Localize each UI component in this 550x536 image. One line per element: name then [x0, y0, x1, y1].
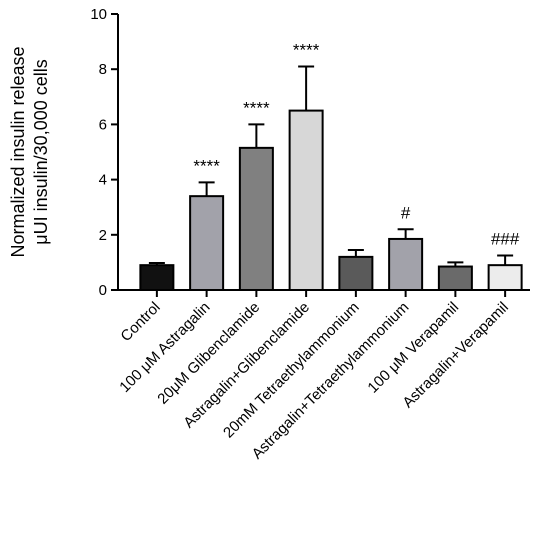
bar-4 — [338, 255, 374, 292]
category-label-6: 100 μM Verapamil — [364, 299, 462, 397]
y-axis-title-line-2: μUI insulin/30,000 cells — [31, 59, 51, 244]
y-tick-label-2: 4 — [99, 172, 107, 189]
y-axis-title-line-1: Normalized insulin release — [8, 46, 28, 257]
y-axis-title: Normalized insulin release μUI insulin/3… — [8, 46, 51, 257]
category-label-0: Control — [117, 299, 163, 345]
bar-0 — [139, 264, 175, 292]
bar-2 — [238, 146, 274, 291]
bar-7 — [487, 264, 523, 292]
bar-1 — [189, 195, 225, 291]
category-label-1: 100 μM Astragalin — [116, 299, 213, 396]
y-tick-label-4: 8 — [99, 61, 107, 78]
y-tick-label-5: 10 — [90, 6, 107, 23]
bar-3 — [288, 109, 324, 291]
significance-label-7: ### — [491, 230, 520, 249]
significance-label-1: **** — [193, 156, 220, 175]
y-tick-label-1: 2 — [99, 227, 107, 244]
bar-6 — [437, 265, 473, 292]
significance-label-3: **** — [293, 40, 320, 59]
y-tick-label-3: 6 — [99, 116, 107, 133]
bar-5 — [388, 237, 424, 292]
significance-label-5: # — [401, 203, 411, 222]
significance-label-2: **** — [243, 98, 270, 117]
y-tick-label-0: 0 — [99, 282, 107, 299]
